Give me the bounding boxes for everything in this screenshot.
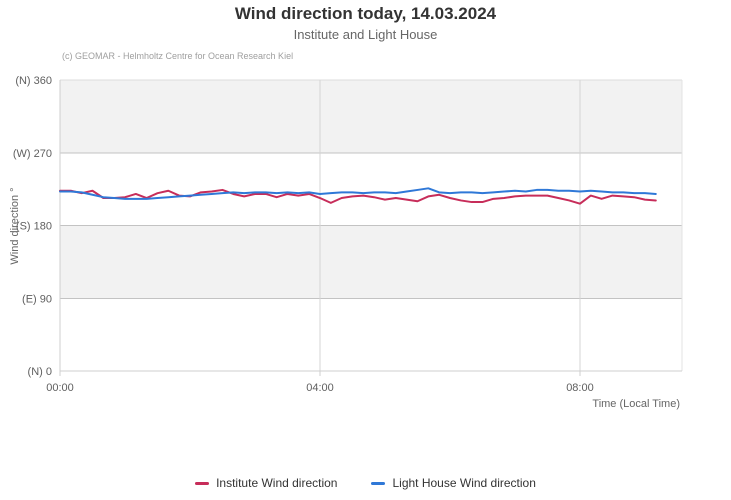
y-tick-label: (W) 270 — [13, 148, 52, 160]
x-tick-label: 04:00 — [306, 382, 334, 394]
x-axis-title: Time (Local Time) — [592, 398, 680, 410]
legend-label-lighthouse: Light House Wind direction — [392, 476, 536, 490]
x-tick-label: 00:00 — [46, 382, 74, 394]
legend-item-lighthouse[interactable]: Light House Wind direction — [371, 476, 536, 490]
y-axis-title: Wind direction ° — [9, 187, 21, 265]
legend-label-institute: Institute Wind direction — [216, 476, 338, 490]
lighthouse-series-marker — [371, 481, 386, 485]
chart-subtitle: Institute and Light House — [293, 27, 438, 42]
series-line-1[interactable] — [59, 187, 657, 200]
series-line-0[interactable] — [59, 188, 657, 205]
y-tick-label: (S) 180 — [16, 221, 52, 233]
credits-text: (c) GEOMAR - Helmholtz Centre for Ocean … — [62, 51, 294, 61]
y-tick-label: (N) 0 — [28, 366, 52, 378]
y-tick-label: (E) 90 — [22, 293, 52, 305]
legend-item-institute[interactable]: Institute Wind direction — [195, 476, 337, 490]
y-tick-label: (N) 360 — [15, 75, 52, 87]
institute-series-marker — [195, 481, 210, 485]
plot-band — [60, 80, 682, 153]
chart-title: Wind direction today, 14.03.2024 — [234, 4, 497, 23]
plot-band — [60, 225, 682, 299]
legend: Institute Wind direction Light House Win… — [0, 476, 731, 490]
x-tick-label: 08:00 — [566, 382, 594, 394]
